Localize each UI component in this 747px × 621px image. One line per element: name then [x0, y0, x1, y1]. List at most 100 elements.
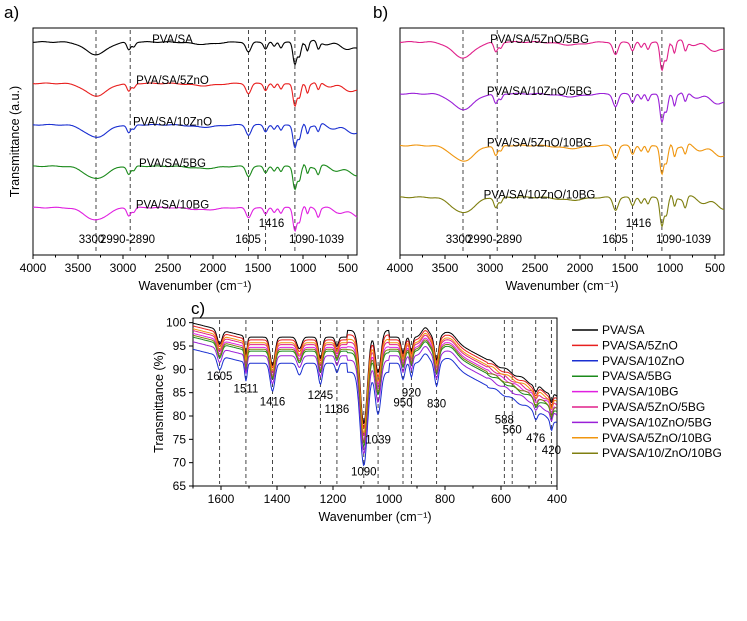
- x-tick-label: 3000: [477, 261, 504, 275]
- x-axis-label: Wavenumber (cm⁻¹): [138, 279, 251, 293]
- peak-label: 2990-2890: [467, 234, 522, 246]
- legend-entry: PVA/SA/5ZnO: [602, 338, 678, 352]
- series-label: PVA/SA/5ZnO: [136, 75, 209, 87]
- chart-panel-b: 4000 3500 3000 2500 2000 1500 1000 500 PVA/SA/5Z…: [387, 27, 725, 293]
- x-tick-label: 3500: [65, 261, 92, 275]
- series-line: [192, 325, 557, 429]
- peak-label: 1605: [235, 234, 261, 246]
- y-tick-label: 75: [173, 432, 187, 446]
- panel-label-c: c): [191, 299, 205, 318]
- peak-label: 560: [503, 425, 522, 437]
- x-axis-label: Wavenumber (cm⁻¹): [318, 510, 431, 524]
- x-tick-label: 800: [435, 492, 455, 506]
- series-label: PVA/SA/5ZnO/10BG: [487, 138, 592, 150]
- series-label: PVA/SA/10ZnO/5BG: [487, 86, 592, 98]
- plot-frame: [399, 27, 725, 256]
- peak-label: 1605: [602, 234, 628, 246]
- series-line: [192, 328, 557, 434]
- legend-entry: PVA/SA/5BG: [602, 369, 672, 383]
- peak-label: 2990-2890: [100, 234, 155, 246]
- x-axis-label: Wavenumber (cm⁻¹): [505, 279, 618, 293]
- plot-frame: [32, 27, 358, 256]
- series-line: [400, 92, 725, 124]
- chart-panel-a: 4000 3500 3000 2500 2000 1500 1000 500 PVA/SA PVA…: [8, 27, 358, 293]
- x-tick-label: 1500: [245, 261, 272, 275]
- y-tick-label: 80: [173, 409, 187, 423]
- peak-label: 1186: [325, 404, 350, 416]
- series-line: [400, 39, 725, 72]
- peak-label: 3300: [446, 234, 472, 246]
- peak-label: 1090: [351, 466, 377, 478]
- y-tick-label: 85: [173, 386, 187, 400]
- peak-label: 830: [427, 399, 446, 411]
- peak-label: 588: [495, 414, 514, 426]
- series-line: [192, 322, 558, 425]
- peak-label: 1090-1039: [656, 234, 711, 246]
- x-tick-label: 4000: [20, 261, 47, 275]
- series-label: PVA/SA/10ZnO/10BG: [484, 189, 596, 201]
- series-label: PVA/SA/10BG: [136, 199, 209, 211]
- x-tick-label: 3500: [432, 261, 459, 275]
- peak-label: 920: [402, 387, 421, 399]
- series-label: PVA/SA/5BG: [139, 158, 206, 170]
- series-line: [399, 194, 725, 228]
- peak-label: 1245: [308, 390, 334, 402]
- plot-frame: [192, 317, 558, 487]
- peak-label: 1416: [626, 218, 652, 230]
- y-tick-label: 100: [166, 316, 186, 330]
- x-tick-label: 2500: [155, 261, 182, 275]
- legend-entry: PVA/SA/10BG: [602, 385, 678, 399]
- series-label: PVA/SA/5ZnO/5BG: [490, 34, 589, 46]
- peak-label: 3300: [79, 234, 105, 246]
- series-line: [33, 82, 358, 108]
- series-line: [33, 164, 358, 191]
- x-tick-label: 2000: [567, 261, 594, 275]
- peak-label: 420: [542, 445, 561, 457]
- chart-panel-c: 1600 1400 1200 1000 800 600 400 65 70 75 80 85 90 95 1…: [152, 316, 722, 524]
- x-tick-label: 500: [705, 261, 725, 275]
- peak-label: 1039: [365, 435, 391, 447]
- series-line: [192, 341, 558, 455]
- legend-entry: PVA/SA/10ZnO: [602, 354, 684, 368]
- series-line: [32, 123, 358, 149]
- peak-label: 1090-1039: [289, 234, 344, 246]
- legend-entry: PVA/SA/5ZnO/10BG: [602, 431, 712, 445]
- y-tick-label: 65: [173, 479, 187, 493]
- peak-label: 476: [526, 433, 545, 445]
- panel-label-a: a): [4, 3, 19, 22]
- y-tick-label: 70: [173, 456, 187, 470]
- x-tick-label: 1000: [290, 261, 317, 275]
- x-tick-label: 1000: [376, 492, 403, 506]
- x-tick-label: 1500: [612, 261, 639, 275]
- peak-label: 1416: [259, 218, 285, 230]
- peak-label: 950: [393, 398, 412, 410]
- x-tick-label: 3000: [110, 261, 137, 275]
- x-tick-label: 2500: [522, 261, 549, 275]
- series-line: [33, 206, 358, 233]
- peak-label: 1605: [207, 371, 233, 383]
- x-tick-label: 1600: [208, 492, 235, 506]
- series-line: [399, 143, 725, 176]
- x-tick-label: 600: [491, 492, 511, 506]
- panel-label-b: b): [373, 3, 388, 22]
- y-tick-label: 90: [173, 362, 187, 376]
- y-axis-label: Transmittance (%): [152, 351, 166, 453]
- x-tick-label: 1200: [320, 492, 347, 506]
- x-tick-label: 500: [338, 261, 358, 275]
- y-tick-label: 95: [173, 339, 187, 353]
- peak-label: 1416: [260, 396, 286, 408]
- legend-entry: PVA/SA/5ZnO/5BG: [602, 400, 705, 414]
- legend-entry: PVA/SA: [602, 323, 644, 337]
- x-tick-label: 1000: [657, 261, 684, 275]
- legend-entry: PVA/SA/10/ZnO/10BG: [602, 446, 722, 460]
- series-label: PVA/SA: [152, 34, 193, 46]
- x-tick-label: 2000: [200, 261, 227, 275]
- y-axis-label: Transmittance (a.u.): [8, 86, 22, 197]
- series-line: [32, 39, 358, 66]
- series-label: PVA/SA/10ZnO: [133, 117, 212, 129]
- x-tick-label: 1400: [264, 492, 291, 506]
- series-line: [192, 334, 557, 444]
- series-line: [192, 348, 557, 467]
